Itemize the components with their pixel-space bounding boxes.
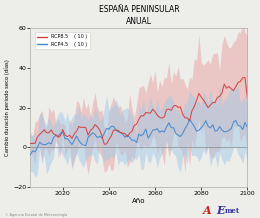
X-axis label: Año: Año (132, 198, 146, 204)
Text: met: met (225, 207, 240, 215)
Text: © Agencia Estatal de Meteorología: © Agencia Estatal de Meteorología (5, 213, 67, 217)
Text: E: E (216, 205, 224, 216)
Text: A: A (203, 205, 211, 216)
Y-axis label: Cambio duración periodo seco (días): Cambio duración periodo seco (días) (5, 59, 10, 156)
Legend: RCP8.5    ( 10 ), RCP4.5    ( 10 ): RCP8.5 ( 10 ), RCP4.5 ( 10 ) (35, 32, 90, 49)
Title: ESPAÑA PENINSULAR
ANUAL: ESPAÑA PENINSULAR ANUAL (99, 5, 179, 26)
